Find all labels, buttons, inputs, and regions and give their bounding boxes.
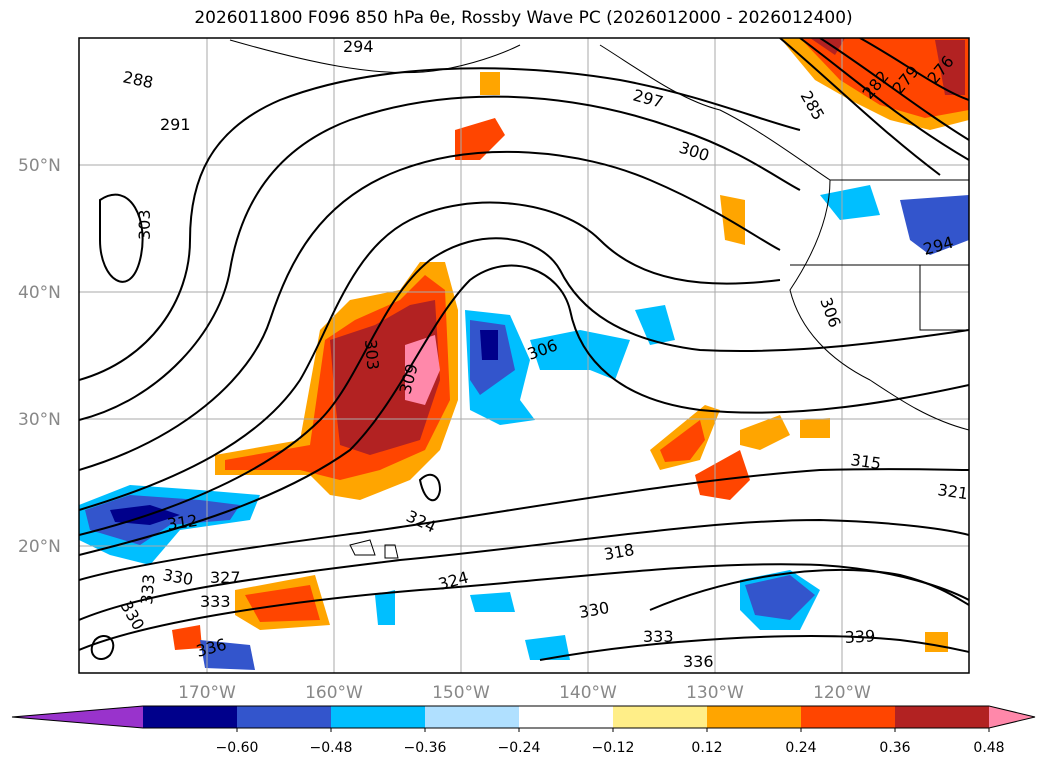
- lon-label-140w: 140°W: [559, 683, 617, 703]
- lat-label-50n: 50°N: [18, 156, 61, 176]
- fill-small-4: [695, 450, 750, 500]
- colorbar-extend-max: [989, 706, 1035, 728]
- anomaly-fills: [79, 38, 969, 670]
- lat-label-40n: 40°N: [18, 283, 61, 303]
- lon-label-170w: 170°W: [178, 683, 236, 703]
- contour-label: 336: [683, 652, 714, 671]
- colorbar-tick-label: −0.60: [216, 740, 259, 756]
- fill-neg-5: [820, 185, 880, 220]
- colorbar-segment: [707, 706, 802, 728]
- chart-title: 2026011800 F096 850 hPa θe, Rossby Wave …: [194, 8, 853, 28]
- colorbar-segment: [613, 706, 708, 728]
- fill-center-pink: [405, 335, 440, 405]
- colorbar-segment: [801, 706, 896, 728]
- colorbar-outline: [11, 705, 1036, 729]
- colorbar-extend-min: [12, 706, 143, 728]
- contour-label: 312: [166, 511, 199, 534]
- latitude-labels: 50°N 40°N 30°N 20°N: [18, 156, 61, 557]
- contour-label: 303: [361, 339, 383, 371]
- fill-neg-9: [200, 640, 255, 670]
- contour-label: 339: [844, 626, 875, 647]
- contour-label: 303: [135, 209, 154, 240]
- fill-small-10: [480, 72, 500, 95]
- lat-label-20n: 20°N: [18, 537, 61, 557]
- colorbar-tick-label: 0.36: [879, 740, 910, 756]
- contour-label: 291: [160, 115, 191, 134]
- fill-small-7b: [245, 585, 320, 622]
- colorbar-segment: [143, 706, 238, 728]
- colorbar-tick-label: −0.36: [404, 740, 447, 756]
- fill-neg-2: [530, 330, 630, 380]
- colorbar-tick-label: 0.12: [691, 740, 722, 756]
- colorbar-segment: [237, 706, 332, 728]
- fill-small-3b: [660, 420, 705, 462]
- contour-label: 315: [849, 450, 882, 473]
- colorbar-tick-label: 0.24: [785, 740, 816, 756]
- colorbar-tick-label: −0.24: [498, 740, 541, 756]
- longitude-labels: 170°W 160°W 150°W 140°W 130°W 120°W: [178, 683, 871, 703]
- lon-label-130w: 130°W: [686, 683, 744, 703]
- contour-label: 327: [210, 568, 241, 587]
- colorbar: −0.60 −0.48 −0.36 −0.24 −0.12 0.12 0.24 0.36 0.4…: [11, 705, 1036, 756]
- lon-label-150w: 150°W: [432, 683, 490, 703]
- map-frame: [78, 37, 970, 674]
- colorbar-tick-label: −0.48: [310, 740, 353, 756]
- fill-ne-dark: [810, 38, 845, 55]
- contour-label: 321: [936, 480, 969, 503]
- colorbar-tick-label: −0.12: [592, 740, 635, 756]
- lon-label-120w: 120°W: [813, 683, 871, 703]
- fill-neg-10: [375, 590, 395, 625]
- fill-neg-3: [635, 305, 675, 345]
- fill-neg-6: [900, 195, 969, 255]
- contour-label: 333: [137, 573, 159, 605]
- fill-small-8: [172, 625, 202, 650]
- lat-label-30n: 30°N: [18, 410, 61, 430]
- fill-ne-dark2: [935, 40, 965, 95]
- colorbar-segment: [425, 706, 520, 728]
- fill-neg-center-navy: [480, 330, 498, 360]
- contour-label: 294: [343, 37, 374, 56]
- contour-label: 333: [200, 592, 231, 611]
- fill-small-9: [925, 632, 948, 652]
- theta-e-contours: [79, 38, 969, 661]
- fill-small-5: [740, 415, 790, 450]
- fill-center-dark: [330, 300, 440, 455]
- coastlines: [229, 39, 969, 559]
- fill-small-6: [800, 418, 830, 438]
- fill-neg-8: [525, 635, 570, 660]
- fill-small-2: [720, 195, 745, 245]
- colorbar-segment: [331, 706, 426, 728]
- fill-neg-4b: [745, 575, 815, 620]
- colorbar-segment: [895, 706, 990, 728]
- fill-small-1: [455, 118, 505, 160]
- lon-label-160w: 160°W: [305, 683, 363, 703]
- colorbar-tick-label: 0.48: [973, 740, 1004, 756]
- fill-neg-7: [470, 592, 515, 612]
- contour-label: 333: [643, 627, 674, 646]
- colorbar-segment: [519, 706, 614, 728]
